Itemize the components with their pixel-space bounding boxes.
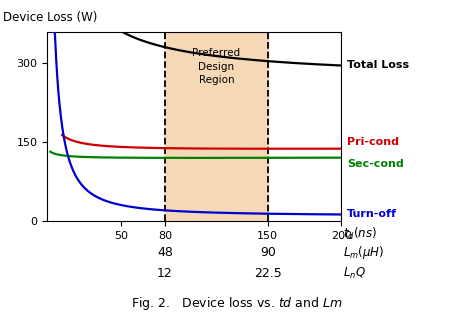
Text: Total Loss: Total Loss [347, 60, 409, 70]
Text: $t_d(ns)$: $t_d(ns)$ [343, 226, 377, 242]
Text: 12: 12 [157, 267, 173, 280]
Text: Sec-cond: Sec-cond [347, 159, 404, 169]
Text: 48: 48 [157, 246, 173, 259]
Bar [165, 32, 268, 221]
Text: $L_m(\mu H)$: $L_m(\mu H)$ [343, 244, 384, 261]
Text: $L_nQ$: $L_nQ$ [343, 266, 365, 281]
Text: Fig. 2.   Device loss vs. $td$ and $Lm$: Fig. 2. Device loss vs. $td$ and $Lm$ [131, 295, 343, 312]
Text: 22.5: 22.5 [254, 267, 282, 280]
Text: Preferred
Design
Region: Preferred Design Region [192, 48, 240, 85]
Text: 90: 90 [260, 246, 276, 259]
Text: Device Loss (W): Device Loss (W) [3, 11, 98, 24]
Text: Pri-cond: Pri-cond [347, 137, 399, 147]
Text: Turn-off: Turn-off [347, 210, 397, 219]
